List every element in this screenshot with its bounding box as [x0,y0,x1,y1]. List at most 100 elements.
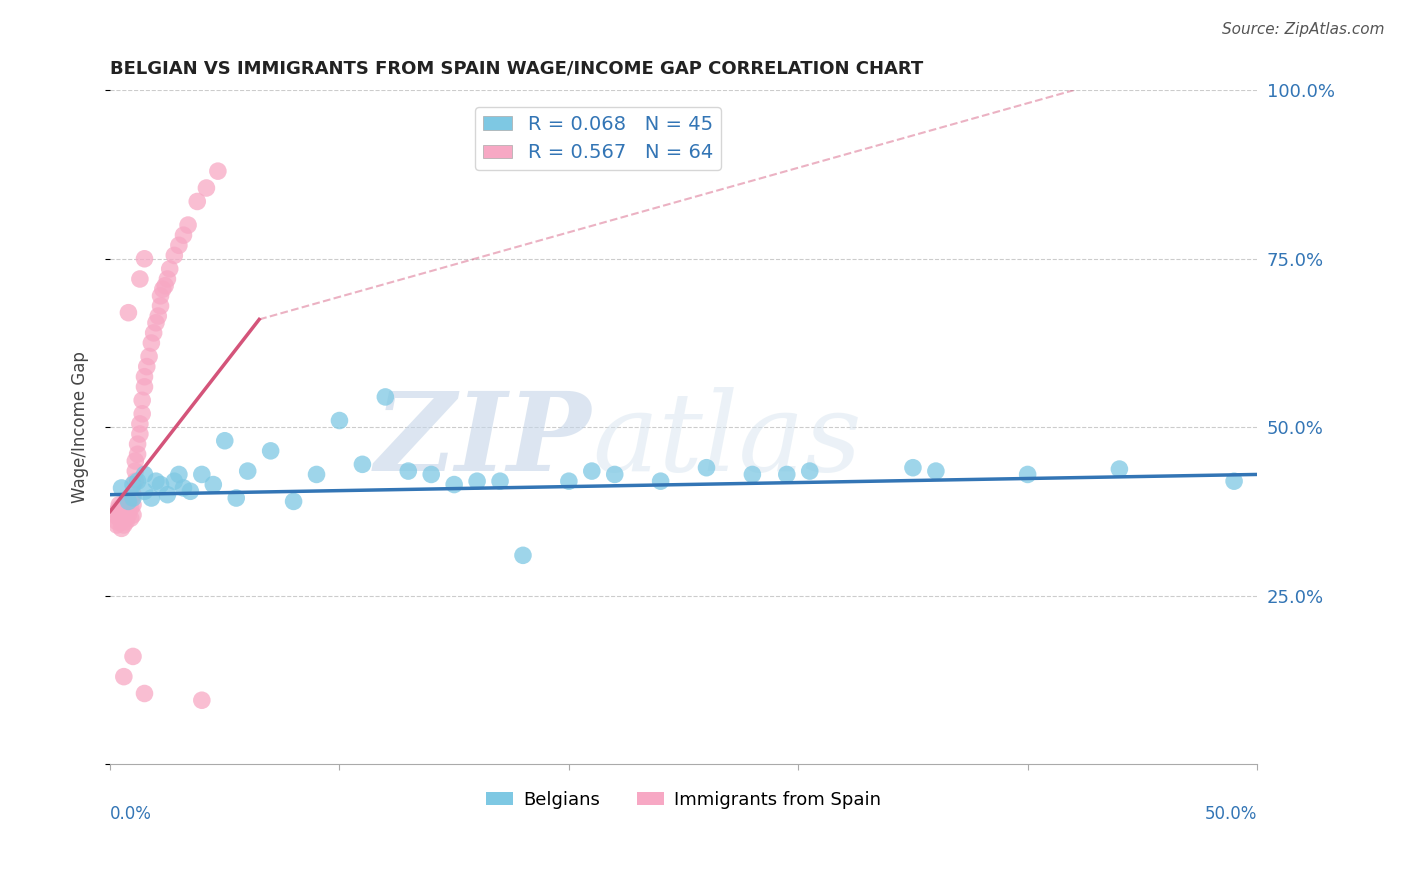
Text: Source: ZipAtlas.com: Source: ZipAtlas.com [1222,22,1385,37]
Immigrants from Spain [105,518,128,533]
Immigrants from Spain [167,238,190,252]
Belgians [901,460,924,475]
Immigrants from Spain [142,326,165,340]
Immigrants from Spain [122,488,145,502]
Immigrants from Spain [148,309,170,323]
Immigrants from Spain [141,336,163,351]
Immigrants from Spain [138,350,160,364]
Belgians [1108,462,1130,476]
Immigrants from Spain [149,289,172,303]
Immigrants from Spain [112,498,135,512]
Belgians [512,549,534,563]
Belgians [695,460,717,475]
Belgians [776,467,799,482]
Immigrants from Spain [152,282,174,296]
Immigrants from Spain [186,194,208,209]
Belgians [225,491,247,505]
Immigrants from Spain [134,380,156,394]
Belgians [650,474,672,488]
Immigrants from Spain [127,447,149,461]
Belgians [149,477,172,491]
Immigrants from Spain [117,508,139,522]
Immigrants from Spain [108,501,131,516]
Immigrants from Spain [124,454,146,468]
Immigrants from Spain [131,393,153,408]
Belgians [117,494,139,508]
Belgians [167,467,190,482]
Belgians [443,477,465,491]
Belgians [489,474,512,488]
Text: atlas: atlas [592,387,862,494]
Belgians [110,481,132,495]
Belgians [465,474,488,488]
Immigrants from Spain [134,252,156,266]
Immigrants from Spain [149,299,172,313]
Immigrants from Spain [127,437,149,451]
Immigrants from Spain [108,498,131,512]
Legend: Belgians, Immigrants from Spain: Belgians, Immigrants from Spain [478,783,889,816]
Immigrants from Spain [108,511,131,525]
Immigrants from Spain [112,518,135,533]
Belgians [127,474,149,488]
Belgians [558,474,581,488]
Belgians [179,484,201,499]
Immigrants from Spain [117,306,139,320]
Belgians [374,390,396,404]
Immigrants from Spain [191,693,214,707]
Immigrants from Spain [124,474,146,488]
Immigrants from Spain [124,464,146,478]
Belgians [603,467,626,482]
Immigrants from Spain [177,218,200,232]
Immigrants from Spain [110,501,132,516]
Immigrants from Spain [110,521,132,535]
Belgians [134,484,156,499]
Belgians [122,477,145,491]
Immigrants from Spain [159,261,181,276]
Y-axis label: Wage/Income Gap: Wage/Income Gap [72,351,89,503]
Immigrants from Spain [145,316,167,330]
Immigrants from Spain [134,369,156,384]
Text: 50.0%: 50.0% [1205,805,1257,822]
Immigrants from Spain [120,511,142,525]
Immigrants from Spain [128,417,150,431]
Immigrants from Spain [115,494,138,508]
Immigrants from Spain [115,504,138,518]
Immigrants from Spain [131,407,153,421]
Immigrants from Spain [134,686,156,700]
Belgians [1017,467,1039,482]
Immigrants from Spain [128,427,150,442]
Immigrants from Spain [117,491,139,505]
Belgians [172,481,194,495]
Text: BELGIAN VS IMMIGRANTS FROM SPAIN WAGE/INCOME GAP CORRELATION CHART: BELGIAN VS IMMIGRANTS FROM SPAIN WAGE/IN… [110,60,924,78]
Belgians [352,458,374,472]
Belgians [1223,474,1246,488]
Belgians [156,488,179,502]
Immigrants from Spain [115,511,138,525]
Belgians [145,474,167,488]
Immigrants from Spain [104,508,127,522]
Belgians [581,464,603,478]
Belgians [420,467,443,482]
Belgians [134,467,156,482]
Immigrants from Spain [163,248,186,262]
Belgians [214,434,236,448]
Immigrants from Spain [122,649,145,664]
Text: ZIP: ZIP [375,387,592,494]
Belgians [202,477,225,491]
Belgians [122,491,145,505]
Immigrants from Spain [172,228,194,243]
Immigrants from Spain [117,501,139,516]
Immigrants from Spain [112,508,135,522]
Belgians [328,413,350,427]
Text: 0.0%: 0.0% [110,805,152,822]
Immigrants from Spain [110,508,132,522]
Immigrants from Spain [112,670,135,684]
Belgians [163,474,186,488]
Belgians [283,494,305,508]
Belgians [396,464,419,478]
Immigrants from Spain [207,164,229,178]
Belgians [191,467,214,482]
Immigrants from Spain [120,491,142,505]
Immigrants from Spain [153,278,176,293]
Belgians [305,467,328,482]
